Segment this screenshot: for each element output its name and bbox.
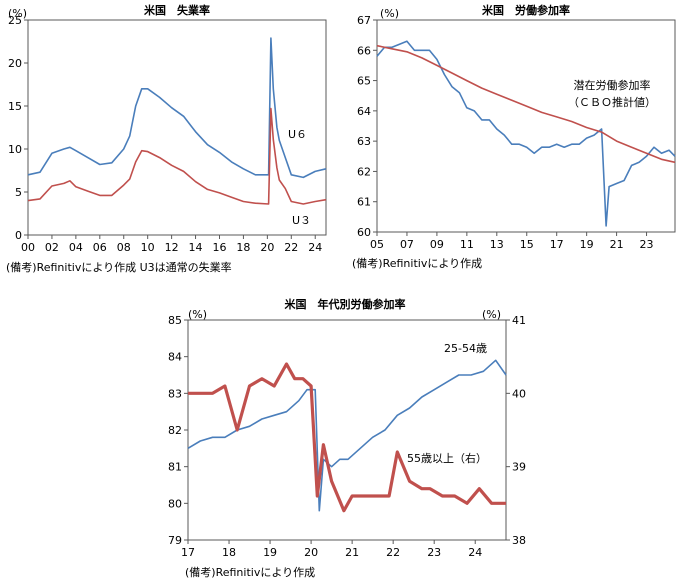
plot-frame: [376, 19, 676, 233]
series-label: 55歳以上（右）: [407, 451, 487, 465]
x-tick-label: 11: [460, 238, 474, 251]
x-tick-label: 09: [430, 238, 444, 251]
y-tick-label: 25: [8, 14, 22, 27]
y-tick-label: 20: [8, 57, 22, 70]
y-tick-label: 85: [168, 314, 182, 327]
y2-tick-label: 38: [512, 534, 526, 547]
x-tick-label: 04: [69, 241, 83, 254]
y2-axis-unit: (%): [482, 308, 501, 321]
source-note: (備考)Refinitivにより作成: [185, 566, 315, 578]
chart-title: 米国 失業率: [143, 3, 210, 17]
x-tick-label: 02: [45, 241, 59, 254]
x-tick-label: 08: [117, 241, 131, 254]
x-tick-label: 12: [165, 241, 179, 254]
plot-frame: [27, 19, 327, 236]
y-tick-label: 10: [8, 143, 22, 156]
chart-panel-1: [24, 19, 327, 239]
source-note: (備考)Refinitivにより作成 U3は通常の失業率: [6, 260, 232, 274]
x-tick-label: 07: [400, 238, 414, 251]
x-tick-label: 00: [21, 241, 35, 254]
chart-title: 米国 年代別労働参加率: [284, 297, 406, 311]
y2-tick-label: 41: [512, 314, 526, 327]
y-axis-unit: (%): [188, 308, 207, 321]
source-note: (備考)Refinitivにより作成: [352, 257, 482, 270]
y2-tick-label: 39: [512, 461, 526, 474]
x-tick-label: 20: [304, 546, 318, 559]
chart-panel-2: [373, 19, 676, 236]
x-tick-label: 19: [263, 546, 277, 559]
y-tick-label: 0: [15, 229, 22, 242]
chart-title: 米国 労働参加率: [481, 3, 570, 17]
y-tick-label: 66: [357, 44, 371, 57]
x-tick-label: 23: [427, 546, 441, 559]
x-tick-label: 18: [222, 546, 236, 559]
series-line-2: [27, 107, 327, 205]
series-label: U６: [288, 128, 307, 141]
chart-panel-3: [184, 319, 510, 544]
x-tick-label: 13: [490, 238, 504, 251]
y-tick-label: 63: [357, 135, 371, 148]
x-tick-label: 24: [308, 241, 322, 254]
series-label: 潜在労働参加率: [574, 78, 651, 92]
x-tick-label: 05: [370, 238, 384, 251]
x-tick-label: 16: [212, 241, 226, 254]
y-axis-unit: (%): [8, 7, 27, 20]
y-axis-unit: (%): [380, 7, 399, 20]
series-line-1: [27, 37, 327, 179]
x-tick-label: 10: [141, 241, 155, 254]
y-tick-label: 61: [357, 196, 371, 209]
y-tick-label: 15: [8, 100, 22, 113]
x-tick-label: 22: [386, 546, 400, 559]
y-tick-label: 84: [168, 351, 182, 364]
y-tick-label: 5: [15, 186, 22, 199]
y-tick-label: 67: [357, 14, 371, 27]
y-tick-label: 79: [168, 534, 182, 547]
y-tick-label: 81: [168, 461, 182, 474]
y-tick-label: 82: [168, 424, 182, 437]
x-tick-label: 21: [610, 238, 624, 251]
series-label: U３: [292, 214, 311, 227]
x-tick-label: 24: [468, 546, 482, 559]
x-tick-label: 18: [236, 241, 250, 254]
x-tick-label: 19: [580, 238, 594, 251]
series-label: 25-54歳: [444, 342, 487, 355]
series-line-1: [376, 40, 676, 227]
y-tick-label: 80: [168, 497, 182, 510]
series-line-2: [376, 44, 676, 164]
x-tick-label: 14: [189, 241, 203, 254]
y-tick-label: 65: [357, 75, 371, 88]
y-tick-label: 64: [357, 105, 371, 118]
x-tick-label: 20: [260, 241, 274, 254]
y-tick-label: 62: [357, 165, 371, 178]
x-tick-label: 17: [550, 238, 564, 251]
y2-tick-label: 40: [512, 387, 526, 400]
x-tick-label: 23: [640, 238, 654, 251]
series-line-1: [187, 359, 507, 512]
x-tick-label: 22: [284, 241, 298, 254]
x-tick-label: 17: [181, 546, 195, 559]
series-line-2: [188, 362, 506, 513]
x-tick-label: 21: [345, 546, 359, 559]
x-tick-label: 06: [93, 241, 107, 254]
series-label: （ＣＢＯ推計値）: [568, 95, 656, 109]
y-tick-label: 60: [357, 226, 371, 239]
x-tick-label: 15: [520, 238, 534, 251]
y-tick-label: 83: [168, 387, 182, 400]
